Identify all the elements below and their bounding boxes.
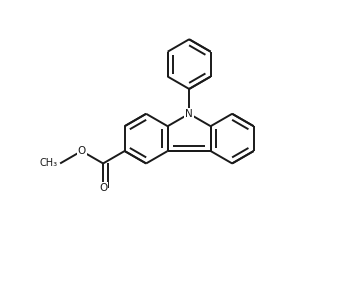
Text: N: N <box>185 109 193 119</box>
Text: CH₃: CH₃ <box>40 158 58 168</box>
Text: O: O <box>99 183 107 193</box>
Text: O: O <box>77 146 86 156</box>
